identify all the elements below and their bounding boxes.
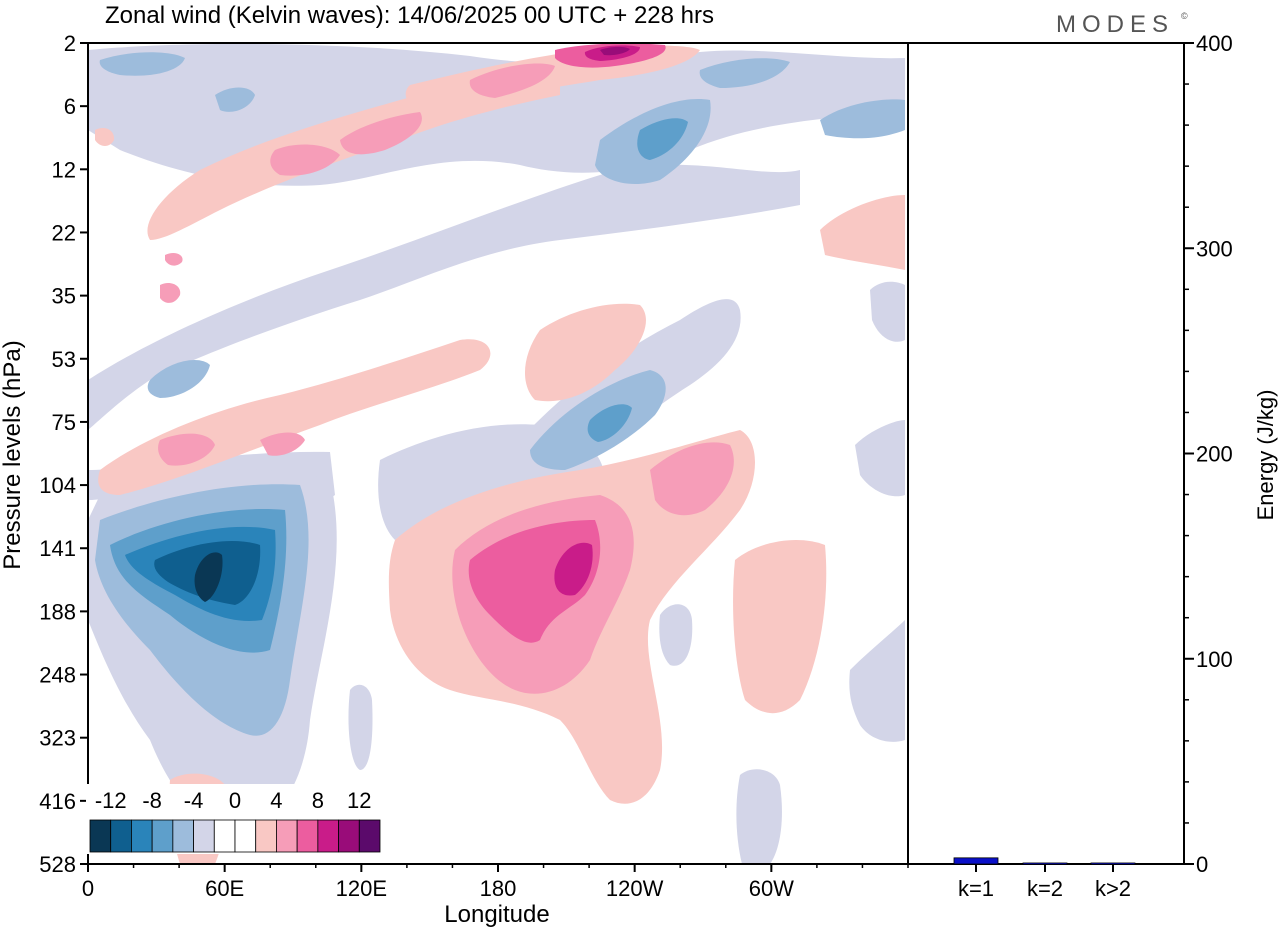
colorbar-label: -8 xyxy=(142,788,162,813)
energy-tick-label: 400 xyxy=(1196,31,1233,56)
energy-tick-label: 100 xyxy=(1196,647,1233,672)
y-tick-label: 141 xyxy=(39,536,76,561)
x-axis-ticks: 0 60E 120E 180 120W 60W xyxy=(82,864,909,901)
colorbar-swatch xyxy=(131,819,153,853)
energy-bars: k=1 k=2 k>2 xyxy=(953,857,1136,901)
colorbar-swatch xyxy=(296,819,319,853)
energy-category-label: k=1 xyxy=(958,876,994,901)
contour-positive-max xyxy=(600,46,630,56)
colorbar-swatch xyxy=(234,819,257,853)
colorbar-swatch xyxy=(276,819,298,853)
y-tick-label: 323 xyxy=(39,726,76,751)
y-tick-label: 528 xyxy=(39,852,76,877)
energy-bar xyxy=(953,857,999,865)
energy-tick-label: 300 xyxy=(1196,236,1233,261)
colorbar-label: 8 xyxy=(312,788,324,813)
colorbar-swatch xyxy=(193,819,215,853)
x-axis-label: Longitude xyxy=(444,901,549,928)
y-tick-label: 104 xyxy=(39,473,76,498)
brand-logo: MODES xyxy=(1056,11,1174,38)
y-tick-label: 35 xyxy=(52,284,76,309)
energy-axis-ticks: 0 100 200 300 400 xyxy=(1184,31,1233,877)
y-tick-label: 416 xyxy=(39,789,76,814)
y-tick-label: 6 xyxy=(64,94,76,119)
y-tick-label: 53 xyxy=(52,347,76,372)
x-tick-label: 0 xyxy=(82,876,94,901)
energy-frame xyxy=(907,42,1185,865)
y-tick-label: 248 xyxy=(39,663,76,688)
y-tick-label: 12 xyxy=(52,157,76,182)
x-tick-label: 60W xyxy=(749,876,794,901)
x-tick-label: 60E xyxy=(205,876,244,901)
colorbar-swatches xyxy=(89,819,381,853)
y-axis-label: Pressure levels (hPa) xyxy=(0,340,26,569)
colorbar-label: 0 xyxy=(229,788,241,813)
y-tick-label: 188 xyxy=(39,599,76,624)
colorbar-swatch xyxy=(151,819,174,853)
colorbar-swatch xyxy=(317,819,339,853)
brand-mark: © xyxy=(1181,11,1188,21)
colorbar-labels: -12 -8 -4 0 4 8 12 xyxy=(95,788,372,813)
energy-tick-label: 0 xyxy=(1196,852,1208,877)
y-tick-label: 2 xyxy=(64,31,76,56)
contour-plot xyxy=(88,43,908,864)
contour-negative-max xyxy=(194,552,223,602)
colorbar-swatch xyxy=(358,819,381,853)
colorbar-swatch xyxy=(213,819,236,853)
energy-category-label: k=2 xyxy=(1027,876,1063,901)
colorbar-swatch xyxy=(110,819,132,853)
colorbar-label: 12 xyxy=(347,788,371,813)
energy-category-label: k>2 xyxy=(1095,876,1131,901)
x-tick-label: 120W xyxy=(606,876,664,901)
energy-tick-label: 200 xyxy=(1196,442,1233,467)
colorbar-swatch xyxy=(338,819,360,853)
y-tick-label: 22 xyxy=(52,220,76,245)
energy-axis-label: Energy (J/kg) xyxy=(1253,390,1278,521)
x-tick-label: 180 xyxy=(480,876,517,901)
colorbar-swatch xyxy=(89,819,112,853)
colorbar-label: -4 xyxy=(184,788,204,813)
colorbar-swatch xyxy=(172,819,194,853)
colorbar-label: -12 xyxy=(95,788,127,813)
chart-title: Zonal wind (Kelvin waves): 14/06/2025 00… xyxy=(105,2,714,29)
y-axis-ticks: 2 6 12 22 35 53 75 104 141 188 248 323 416 528 xyxy=(39,31,88,877)
colorbar: -12 -8 -4 0 4 8 12 xyxy=(86,784,384,854)
x-tick-label: 120E xyxy=(336,876,387,901)
y-tick-label: 75 xyxy=(52,410,76,435)
colorbar-swatch xyxy=(255,819,277,853)
colorbar-label: 4 xyxy=(270,788,282,813)
